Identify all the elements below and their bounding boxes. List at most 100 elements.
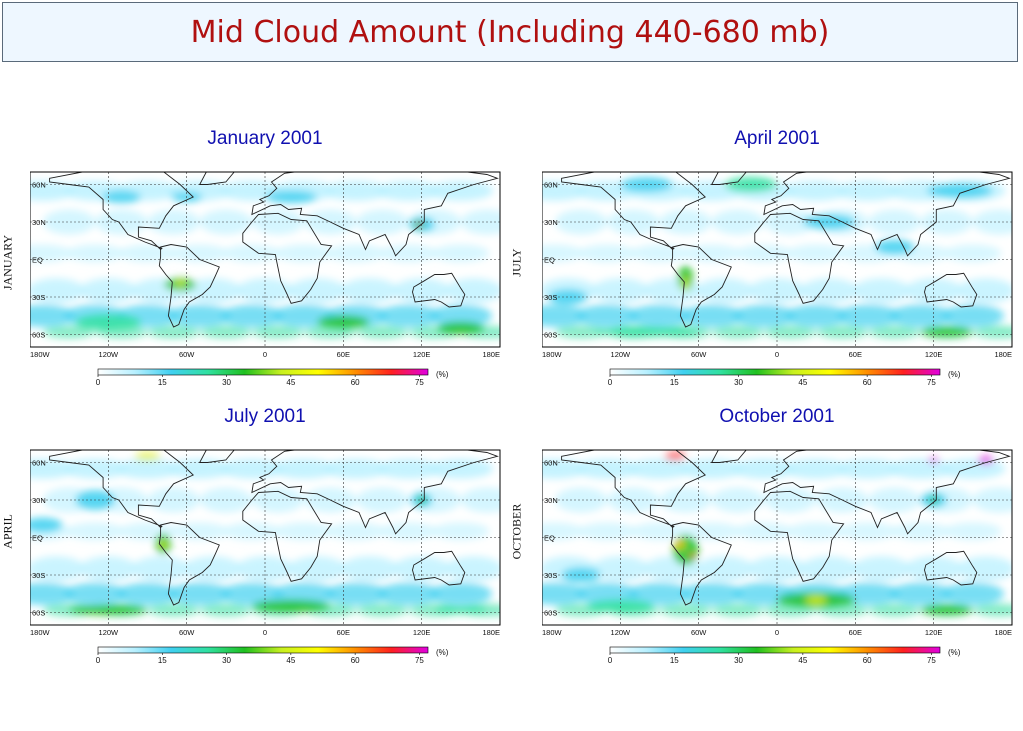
colorbar-tick-label: 45 (286, 656, 295, 665)
colorbar-tick-label: 45 (798, 378, 807, 387)
lat-tick-label: 60S (32, 609, 45, 618)
cloud-cell (555, 325, 608, 339)
cloud-cell (578, 244, 636, 262)
map-panel-july: July 2001 60N 30N EQ 30S 60S 180W 120W 60W 0 60E 1… (30, 406, 501, 665)
cloud-cell (805, 596, 827, 604)
colorbar-tick-label: 0 (96, 656, 101, 665)
cloud-cell (889, 304, 952, 327)
lon-tick-label: 0 (263, 350, 267, 359)
lat-tick-label: 30S (544, 571, 557, 580)
cloud-cell (131, 556, 190, 582)
lat-tick-label: 60N (544, 459, 558, 468)
lat-tick-label: 30N (32, 218, 46, 227)
colorbar (609, 646, 941, 654)
colorbar-tick-label: 75 (415, 378, 424, 387)
colorbar-tick-label: 15 (158, 656, 167, 665)
cloud-cell (323, 458, 390, 479)
colorbar-unit: (%) (948, 648, 961, 657)
cloud-cell (874, 239, 915, 255)
lon-tick-label: 60E (849, 350, 862, 359)
cloud-cell (30, 180, 76, 201)
panel-side-label: OCTOBER (509, 503, 524, 560)
cloud-cell (325, 582, 388, 605)
colorbar-unit: (%) (948, 370, 961, 379)
coastline (710, 450, 747, 463)
cloud-cell (787, 522, 845, 540)
lat-tick-label: 30S (544, 293, 557, 302)
cloud-cell (868, 325, 921, 339)
cloud-cell (889, 582, 952, 605)
cloud-cell (664, 452, 686, 460)
cloud-cell (972, 603, 1012, 617)
coastline (251, 172, 499, 257)
lat-tick-label: 30S (32, 293, 45, 302)
lat-tick-label: 30S (32, 571, 45, 580)
cloud-cell (199, 325, 252, 339)
lat-tick-label: 60N (544, 181, 558, 190)
colorbar-tick-label: 45 (798, 656, 807, 665)
lon-tick-label: 180W (30, 628, 51, 637)
cloud-cell (428, 458, 494, 479)
cloud-cell (542, 180, 588, 201)
coastline (412, 550, 466, 586)
coastline (49, 172, 194, 251)
cloud-cell (375, 180, 442, 201)
cloud-cell (732, 304, 796, 327)
coastline (754, 212, 845, 304)
cloud-cell (941, 304, 1005, 327)
cloud-cell (555, 209, 608, 235)
cloud-cell (542, 244, 584, 262)
lat-tick-label: EQ (544, 534, 555, 543)
page-title: Mid Cloud Amount (Including 440-680 mb) (190, 14, 830, 50)
cloud-cell (340, 556, 399, 582)
cloud-map: 60N 30N EQ 30S 60S 180W 120W 60W 0 60E 120E 180E 0 15… (30, 171, 501, 387)
cloud-cell (377, 304, 440, 327)
cloud-cell (460, 209, 500, 235)
cloud-cell (134, 452, 161, 460)
cloud-cell (575, 582, 639, 605)
panel-side-label: JANUARY (0, 234, 15, 291)
cloud-cell (940, 458, 1006, 479)
cloud-cell (683, 522, 741, 540)
cloud-cell (445, 278, 500, 304)
cloud-cell (711, 325, 764, 339)
cloud-cell (272, 582, 336, 605)
lon-tick-label: 60E (849, 628, 862, 637)
colorbar-tick-label: 60 (351, 656, 360, 665)
cloud-cell (147, 603, 200, 617)
cloud-map: 60N 30N EQ 30S 60S 180W 120W 60W 0 60E 120E 180E 0 15… (542, 449, 1013, 665)
cloud-cell (116, 582, 179, 605)
lon-tick-label: 180E (482, 628, 500, 637)
cloud-cell (340, 278, 399, 304)
cloud-cell (561, 567, 601, 583)
cloud-cell (542, 522, 584, 540)
coastline (158, 244, 220, 328)
colorbar-tick-label: 30 (734, 656, 743, 665)
lon-tick-label: 60E (337, 628, 350, 637)
lat-tick-label: EQ (544, 256, 555, 265)
coastline (198, 172, 235, 185)
lon-tick-label: 60W (691, 350, 707, 359)
coastline (198, 450, 235, 463)
cloud-cell (957, 278, 1012, 304)
colorbar-unit: (%) (436, 370, 449, 379)
cloud-cell (839, 522, 898, 540)
cloud-cell (429, 582, 493, 605)
colorbar-tick-label: 0 (96, 378, 101, 387)
coastline (670, 244, 732, 328)
cloud-cell (66, 522, 124, 540)
cloud-cell (927, 183, 993, 199)
lat-tick-label: EQ (32, 534, 43, 543)
colorbar-tick-label: 0 (608, 378, 613, 387)
cloud-cell (445, 556, 500, 582)
cloud-cell (223, 244, 281, 262)
cloud-cell (852, 556, 911, 582)
cloud-cell (428, 180, 494, 201)
lat-tick-label: 30N (544, 218, 558, 227)
colorbar-tick-label: 60 (863, 656, 872, 665)
cloud-cell (199, 209, 252, 235)
colorbar-tick-label: 0 (608, 656, 613, 665)
coastline (561, 172, 706, 251)
cloud-cell (147, 325, 200, 339)
lon-tick-label: 60W (691, 628, 707, 637)
